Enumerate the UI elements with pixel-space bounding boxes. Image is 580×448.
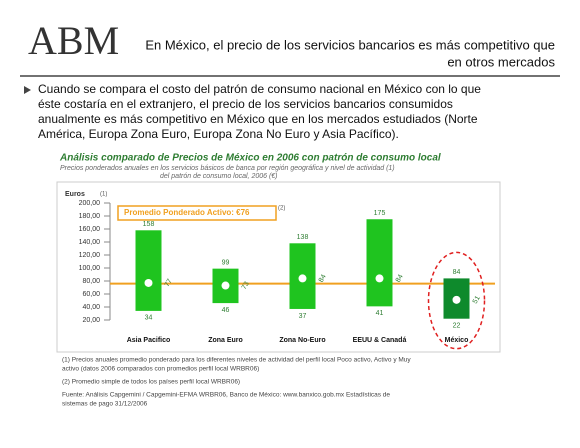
x-tick-label: Zona Euro [208,337,243,344]
y-tick-label: 120,00 [79,252,101,259]
range-bar [366,219,393,307]
chart-subtitle: Precios ponderados anuales en los servic… [60,165,395,172]
footnote: activo (datos 2006 comparados con promed… [62,366,259,373]
low-label: 34 [145,315,153,322]
x-tick-label: México [445,337,469,344]
y-tick-label: 60,00 [82,291,100,298]
mid-label: 73 [241,281,251,291]
mid-label: 84 [395,273,405,283]
bullet-icon [24,86,31,94]
highlight-ring [427,251,486,350]
mid-label: 84 [318,273,328,283]
bullet-text: anualmente es más competitivo en México … [38,112,478,126]
high-label: 138 [297,234,309,241]
average-note: (2) [278,206,285,212]
y-tick-label: 140,00 [79,239,101,246]
low-label: 41 [376,310,384,317]
range-bar [135,230,162,311]
footnote: sistemas de pago 31/12/2006 [62,401,148,408]
footnote: (2) Promedio simple de todos los países … [62,379,240,386]
chart-title: Análisis comparado de Precios de México … [59,153,441,164]
high-label: 99 [222,259,230,266]
x-tick-label: EEUU & Canadá [353,337,407,344]
bullet-text: América, Europa Zona Euro, Europa Zona N… [38,127,399,141]
average-box [117,205,277,221]
y-tick-label: 160,00 [79,226,101,233]
low-label: 37 [299,313,307,320]
mid-label: 51 [472,295,482,305]
mid-marker [221,281,230,290]
mid-label: 77 [164,278,174,288]
bullet-text: éste costaría en el extranjero, el preci… [38,97,453,111]
slide-title: en otros mercados [447,54,555,69]
y-axis-label: Euros [65,191,85,198]
y-tick-label: 20,00 [82,317,100,324]
y-tick-label: 180,00 [79,213,101,220]
y-tick-label: 100,00 [79,265,101,272]
y-tick-label: 200,00 [79,200,101,207]
footnote: Fuente: Análisis Capgemini / Capgemini-E… [62,392,390,399]
chart-subtitle: del patrón de consumo local, 2006 (€) [160,173,278,180]
chart-frame [56,181,501,353]
low-label: 46 [222,307,230,314]
y-axis-note: (1) [100,192,107,198]
slide-title: En México, el precio de los servicios ba… [145,37,555,52]
high-label: 84 [453,269,461,276]
low-label: 22 [453,323,461,330]
mid-marker [298,274,307,283]
mid-marker [144,278,153,287]
y-tick-label: 40,00 [82,304,100,311]
y-tick-label: 80,00 [82,278,100,285]
bullet-text: Cuando se compara el costo del patrón de… [38,82,481,96]
high-label: 158 [143,221,155,228]
mid-marker [375,274,384,283]
logo: ABM [28,18,119,63]
average-label: Promedio Ponderado Activo: €76 [124,208,250,217]
mid-marker [452,295,461,304]
x-tick-label: Asia Pacifico [127,337,171,344]
high-label: 175 [374,210,386,217]
footnote: (1) Precios anuales promedio ponderado p… [62,357,411,364]
x-tick-label: Zona No-Euro [279,337,325,344]
